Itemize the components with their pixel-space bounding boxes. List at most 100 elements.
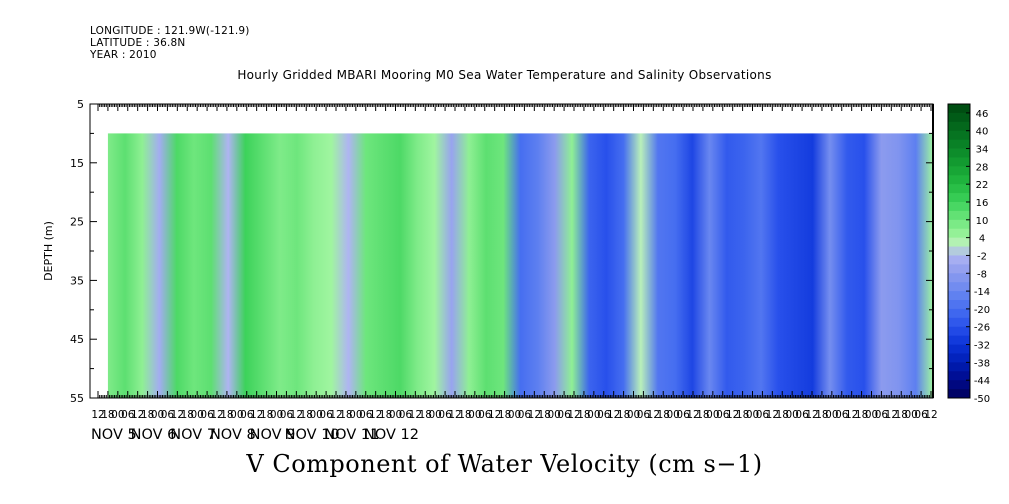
x-hour-label: 18 (538, 409, 551, 421)
colorbar-bin (948, 228, 970, 239)
y-axis-label: DEPTH (m) (42, 221, 55, 281)
x-hour-label: 12 (726, 409, 739, 421)
x-hour-label: 18 (776, 409, 789, 421)
colorbar-label: -44 (974, 376, 990, 387)
x-hour-label: 00 (785, 409, 798, 421)
colorbar-label: -8 (977, 269, 987, 280)
x-hour-label: 00 (508, 409, 521, 421)
x-hour-label: 06 (795, 409, 809, 421)
colorbar-bin (948, 317, 970, 328)
x-hour-label: 06 (557, 409, 571, 421)
colorbar-bin (948, 148, 970, 158)
x-hour-label: 06 (121, 409, 135, 421)
x-hour-label: 00 (904, 409, 917, 421)
colorbar-bin (948, 219, 970, 230)
x-hour-label: 00 (706, 409, 719, 421)
heatmap-field (107, 133, 933, 398)
colorbar-bin (948, 157, 970, 167)
x-hour-label: 18 (736, 409, 749, 421)
x-hour-label: 06 (359, 409, 373, 421)
x-hour-label: 12 (171, 409, 184, 421)
x-hour-label: 18 (419, 409, 432, 421)
colorbar-bin (948, 371, 970, 381)
x-hour-label: 06 (399, 409, 413, 421)
x-day-label: NOV 10 (285, 427, 340, 443)
x-hour-label: 00 (270, 409, 283, 421)
x-day-label: NOV 9 (250, 427, 296, 443)
colorbar-label: 4 (979, 234, 985, 245)
colorbar-bin (948, 166, 970, 176)
x-hour-label: 06 (478, 409, 492, 421)
x-hour-label: 00 (547, 409, 560, 421)
colorbar-bin (948, 175, 970, 185)
x-hour-label: 18 (101, 409, 114, 421)
x-hour-label: 06 (835, 409, 849, 421)
x-hour-label: 06 (438, 409, 452, 421)
y-tick-label: 35 (70, 274, 84, 287)
colorbar-bin (948, 326, 970, 337)
x-hour-label: 06 (200, 409, 214, 421)
colorbar-label: 16 (976, 198, 989, 209)
colorbar-bin (948, 255, 970, 265)
x-hour-label: 18 (696, 409, 709, 421)
x-hour-label: 12 (131, 409, 144, 421)
x-hour-label: 12 (329, 409, 342, 421)
x-hour-label: 18 (855, 409, 868, 421)
x-hour-label: 00 (428, 409, 441, 421)
x-hour-label: 12 (885, 409, 898, 421)
x-hour-label: 06 (319, 409, 333, 421)
x-hour-label: 18 (141, 409, 154, 421)
x-hour-label: 18 (498, 409, 511, 421)
colorbar-label: -32 (974, 341, 990, 352)
colorbar-label: -50 (974, 394, 990, 405)
colorbar-bin (948, 112, 970, 123)
colorbar-bin (948, 104, 970, 114)
x-hour-label: 00 (746, 409, 759, 421)
x-hour-label: 18 (220, 409, 233, 421)
year-label: YEAR : 2010 (90, 49, 157, 61)
x-hour-label: 06 (240, 409, 254, 421)
x-hour-label: 00 (627, 409, 640, 421)
colorbar-bin (948, 335, 970, 345)
x-hour-label: 00 (111, 409, 124, 421)
colorbar-label: 10 (976, 216, 989, 227)
x-hour-label: 12 (647, 409, 660, 421)
colorbar-bin (948, 193, 970, 203)
colorbar-label: -38 (974, 358, 990, 369)
x-hour-label: 12 (766, 409, 779, 421)
x-hour-label: 00 (587, 409, 600, 421)
chart-caption: V Component of Water Velocity (cm s−1) (246, 450, 763, 478)
colorbar-bin (948, 130, 970, 141)
x-hour-label: 18 (895, 409, 908, 421)
colorbar: 46 40 34 28 22 16 10 4 -2 -8 -14 -20 -26 -32 -38 -44 -50 (947, 103, 990, 405)
colorbar-label: -2 (977, 251, 987, 262)
colorbar-bin (948, 237, 970, 247)
x-hour-label: 06 (676, 409, 690, 421)
colorbar-bin (948, 210, 970, 221)
x-hour-label: 00 (230, 409, 243, 421)
colorbar-bin (948, 353, 970, 363)
x-hour-label: 18 (181, 409, 194, 421)
x-hour-label: 12 (409, 409, 422, 421)
colorbar-label: 40 (976, 127, 989, 138)
x-hour-label: 12 (210, 409, 223, 421)
x-hour-label: 00 (190, 409, 203, 421)
x-hour-label: 06 (914, 409, 928, 421)
colorbar-label: 34 (976, 145, 989, 156)
x-hour-label: 18 (300, 409, 313, 421)
y-tick-label: 25 (70, 216, 84, 229)
x-hour-label: 12 (250, 409, 263, 421)
colorbar-bin (948, 308, 970, 319)
colorbar-bin (948, 389, 970, 399)
x-hour-label: 18 (577, 409, 590, 421)
x-hour-label: 06 (597, 409, 611, 421)
colorbar-bin (948, 202, 970, 212)
x-hour-label: 18 (657, 409, 670, 421)
y-tick-label: 45 (70, 333, 84, 346)
colorbar-bin (948, 121, 970, 132)
x-hour-label: 12 (448, 409, 461, 421)
x-hour-label: 00 (389, 409, 402, 421)
colorbar-bin (948, 273, 970, 283)
x-hour-label: 06 (637, 409, 651, 421)
